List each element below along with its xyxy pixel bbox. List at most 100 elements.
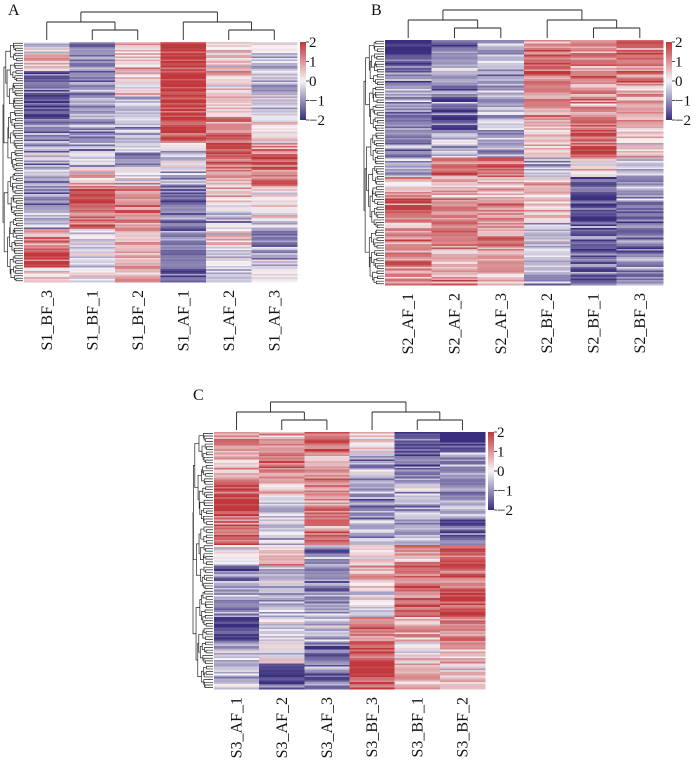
heatmap-cell bbox=[349, 596, 395, 599]
heatmap-cell bbox=[616, 270, 664, 273]
heatmap-cell bbox=[160, 202, 207, 204]
heatmap-cell bbox=[394, 541, 441, 544]
heatmap-cell bbox=[69, 53, 116, 56]
heatmap-cell bbox=[206, 219, 252, 222]
heatmap-cell bbox=[206, 147, 252, 150]
heatmap-cell bbox=[524, 126, 571, 129]
heatmap-cell bbox=[439, 569, 486, 572]
heatmap-cell bbox=[385, 118, 432, 121]
heatmap-cell bbox=[439, 565, 486, 568]
heatmap-cell bbox=[439, 611, 486, 614]
heatmap-cell bbox=[431, 133, 478, 136]
heatmap-cell bbox=[206, 174, 252, 177]
heatmap-cell bbox=[259, 442, 305, 445]
heatmap-cell bbox=[394, 642, 441, 645]
heatmap-cell bbox=[524, 182, 571, 185]
heatmap-cell bbox=[251, 184, 298, 187]
heatmap-cell bbox=[304, 654, 350, 657]
heatmap-cell bbox=[524, 102, 571, 104]
heatmap-cell bbox=[115, 264, 161, 267]
heatmap-cell bbox=[259, 546, 305, 549]
heatmap-cell bbox=[259, 618, 305, 621]
heatmap-cell bbox=[115, 182, 161, 185]
heatmap-cell bbox=[570, 154, 617, 157]
heatmap-cell bbox=[160, 158, 207, 161]
heatmap-cell bbox=[69, 58, 116, 60]
heatmap-cell bbox=[69, 43, 116, 46]
heatmap-cell bbox=[477, 64, 525, 67]
heatmap-cell bbox=[616, 144, 664, 147]
heatmap-cell bbox=[477, 231, 525, 234]
heatmap-cell bbox=[349, 462, 395, 465]
heatmap-cell bbox=[115, 187, 161, 190]
heatmap-cell bbox=[616, 159, 664, 162]
heatmap-cell bbox=[385, 273, 432, 276]
heatmap-cell bbox=[24, 245, 70, 248]
heatmap-cell bbox=[304, 529, 350, 532]
heatmap-cell bbox=[349, 488, 395, 491]
heatmap-cell bbox=[477, 48, 525, 51]
heatmap-cell bbox=[385, 106, 432, 109]
heatmap-cell bbox=[206, 181, 252, 184]
row-dendrogram-branch bbox=[206, 540, 213, 544]
heatmap-cell bbox=[385, 133, 432, 136]
heatmap-cell bbox=[69, 198, 116, 201]
heatmap-cell bbox=[24, 269, 70, 272]
heatmap-cell bbox=[616, 133, 664, 136]
heatmap-cell bbox=[304, 560, 350, 563]
heatmap-cell bbox=[304, 503, 350, 506]
heatmap-cell bbox=[349, 507, 395, 510]
heatmap-cell bbox=[394, 658, 441, 661]
heatmap-cell bbox=[349, 625, 395, 628]
heatmap-cell bbox=[349, 572, 395, 575]
heatmap-cell bbox=[304, 622, 350, 625]
heatmap-cell bbox=[259, 685, 305, 688]
heatmap-cell bbox=[251, 101, 298, 104]
heatmap-cell bbox=[304, 598, 350, 601]
row-dendrogram-branch bbox=[204, 481, 213, 485]
heatmap-cell bbox=[259, 443, 305, 446]
heatmap-cell bbox=[385, 98, 432, 101]
heatmap-cell bbox=[431, 80, 478, 83]
heatmap-cell bbox=[477, 144, 525, 147]
heatmap-cell bbox=[385, 201, 432, 204]
heatmap-cell bbox=[439, 567, 486, 570]
heatmap-cell bbox=[616, 151, 664, 153]
heatmap-cell bbox=[24, 190, 70, 193]
heatmap-cell bbox=[259, 680, 305, 683]
heatmap-cell bbox=[394, 534, 441, 537]
row-dendrogram-branch bbox=[204, 615, 213, 619]
heatmap-cell bbox=[69, 261, 116, 264]
heatmap-cell bbox=[160, 245, 207, 248]
heatmap-cell bbox=[385, 66, 432, 69]
heatmap-cell bbox=[439, 649, 486, 652]
heatmap-cell bbox=[439, 598, 486, 601]
heatmap-cell bbox=[477, 66, 525, 69]
heatmap-cell bbox=[431, 188, 478, 191]
heatmap-cell bbox=[477, 270, 525, 273]
heatmap-cell bbox=[24, 146, 70, 148]
heatmap-cell bbox=[477, 221, 525, 224]
heatmap-cell bbox=[251, 235, 298, 238]
heatmap-cell bbox=[385, 146, 432, 149]
heatmap-cell bbox=[214, 490, 260, 493]
heatmap-cell bbox=[616, 162, 664, 165]
heatmap-cell bbox=[385, 67, 432, 70]
heatmap-cell bbox=[524, 106, 571, 109]
heatmap-cell bbox=[69, 158, 116, 161]
heatmap-cell bbox=[259, 608, 305, 611]
heatmap-cell bbox=[524, 115, 571, 118]
heatmap-cell bbox=[115, 267, 161, 270]
heatmap-cell bbox=[115, 232, 161, 235]
heatmap-cell bbox=[206, 138, 252, 140]
heatmap-cell bbox=[206, 256, 252, 259]
heatmap-cell bbox=[570, 146, 617, 149]
heatmap-cell bbox=[524, 221, 571, 224]
heatmap-cell bbox=[24, 82, 70, 84]
heatmap-cell bbox=[431, 131, 478, 134]
heatmap-cell bbox=[24, 226, 70, 228]
heatmap-cell bbox=[431, 136, 478, 139]
heatmap-cell bbox=[160, 53, 207, 56]
heatmap-cell bbox=[115, 67, 161, 70]
heatmap-cell bbox=[394, 512, 441, 515]
